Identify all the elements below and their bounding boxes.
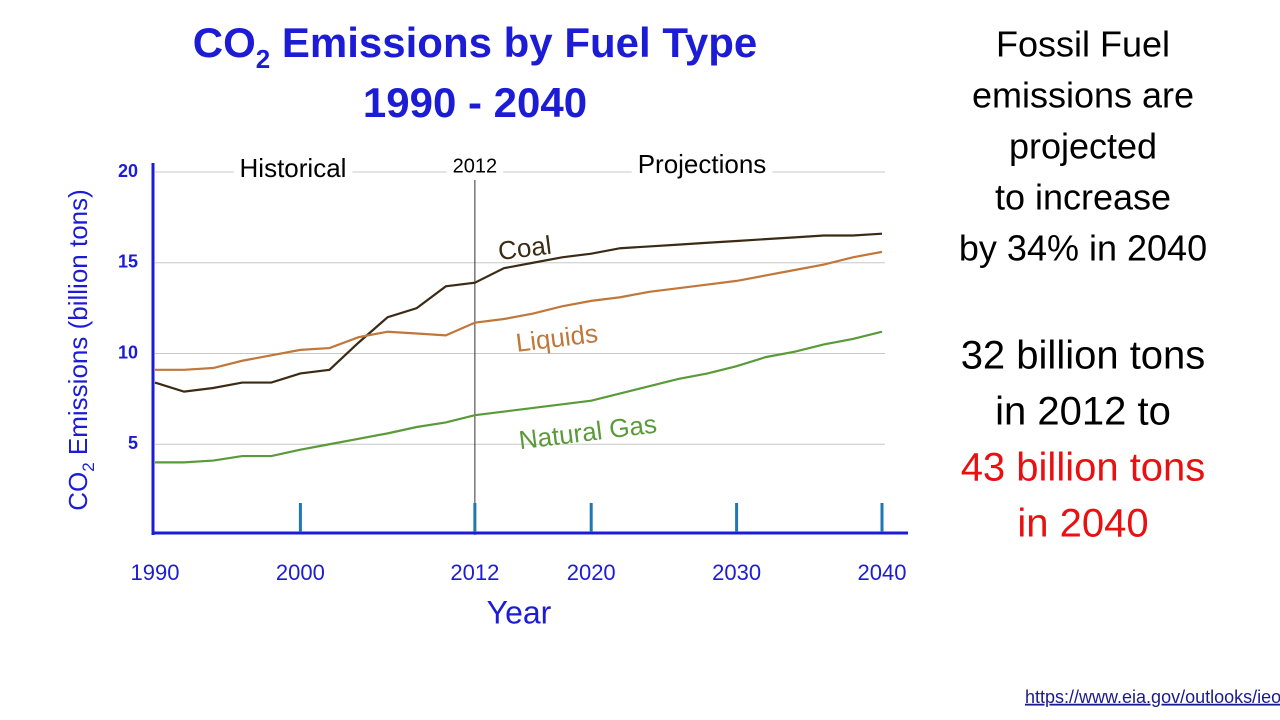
series-label: Natural Gas	[517, 409, 658, 456]
chart-title: CO2 Emissions by Fuel Type	[193, 19, 758, 74]
title-text: CO	[193, 19, 256, 66]
side-text: in 2012 to	[995, 390, 1171, 434]
series-label: Liquids	[514, 318, 599, 358]
annotation-bg	[631, 148, 773, 179]
series-line	[155, 330, 883, 464]
annotation: Historical	[240, 153, 347, 183]
x-tick-label: 2040	[858, 560, 907, 585]
y-tick-label: 10	[118, 342, 138, 362]
x-tick-label: 2020	[567, 560, 616, 585]
side-text: to increase	[995, 177, 1171, 218]
series-line	[155, 250, 883, 371]
side-text: 32 billion tons	[961, 334, 1206, 378]
x-axis-label: Year	[487, 594, 552, 630]
y-tick-label: 15	[118, 252, 138, 272]
side-text: Fossil Fuel	[996, 24, 1170, 65]
x-tick-label: 1990	[131, 560, 180, 585]
label-text: CO	[63, 472, 93, 511]
chart-subtitle: 1990 - 2040	[363, 79, 587, 126]
label-subscript: 2	[79, 462, 98, 471]
y-tick-label: 20	[118, 161, 138, 181]
side-text: emissions are	[972, 75, 1194, 116]
side-text: projected	[1009, 126, 1157, 167]
series-label: Coal	[496, 230, 553, 266]
annotation: Projections	[638, 149, 767, 179]
series-line	[154, 232, 883, 393]
annotation-bg	[233, 152, 353, 183]
annotation-bg	[446, 155, 504, 178]
x-tick-label: 2030	[712, 560, 761, 585]
annotation: 2012	[453, 155, 498, 177]
x-tick-label: 2000	[276, 560, 325, 585]
title-subscript: 2	[256, 44, 270, 74]
x-tick-label: 2012	[450, 560, 499, 585]
title-text: Emissions by Fuel Type	[270, 19, 757, 66]
side-highlight: in 2040	[1017, 502, 1148, 546]
side-highlight: 43 billion tons	[961, 446, 1206, 490]
side-text: by 34% in 2040	[959, 228, 1207, 269]
y-axis-label: CO2 Emissions (billion tons)	[63, 189, 98, 511]
source-link[interactable]: https://www.eia.gov/outlooks/ieo/emissio…	[1025, 687, 1280, 707]
label-text: Emissions (billion tons)	[63, 189, 93, 462]
y-tick-label: 5	[128, 433, 138, 453]
